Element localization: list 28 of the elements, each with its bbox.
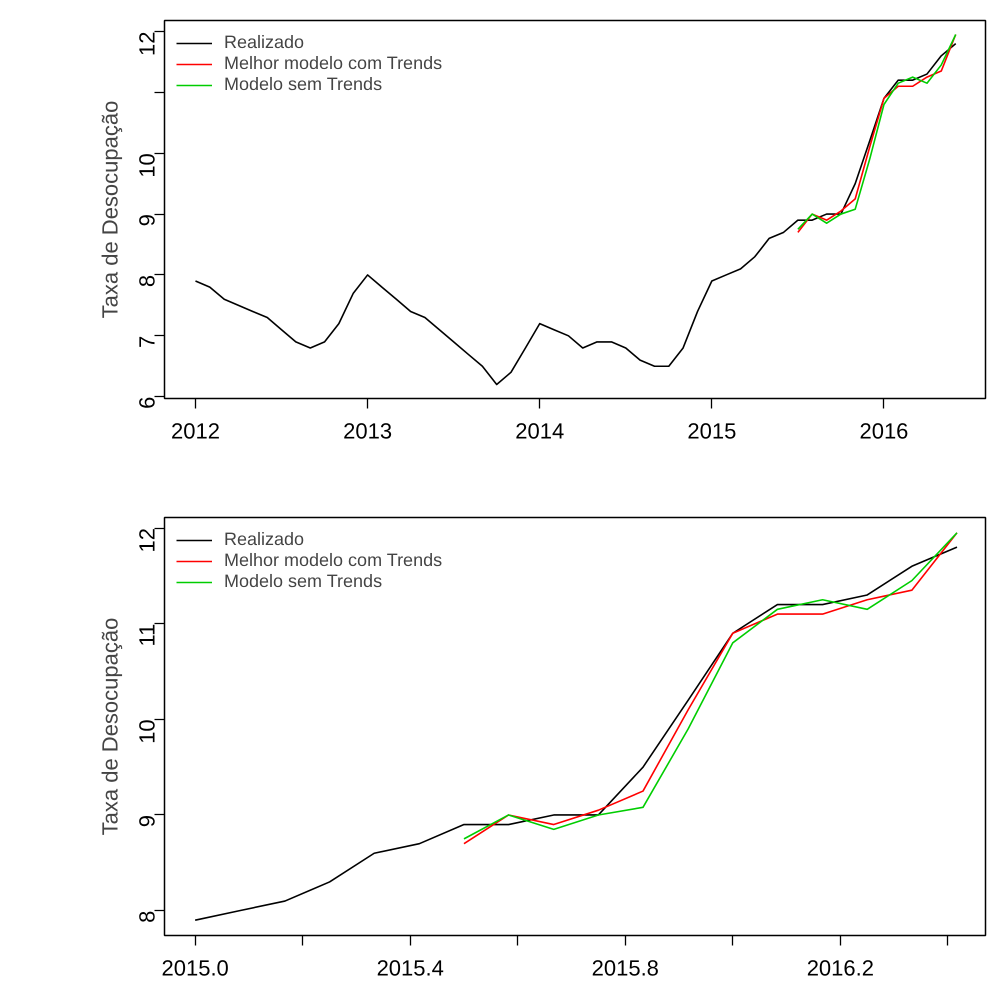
y-tick-label: 6 [134,396,160,409]
x-tick-label: 2016.2 [806,956,874,980]
x-tick-label: 2014 [515,418,564,444]
x-tick-label: 2015.0 [162,956,229,980]
x-tick-label: 2012 [171,418,220,444]
y-axis-title: Taxa de Desocupação [98,618,122,836]
x-tick-label: 2015.4 [376,956,444,980]
legend-label: Realizado [224,32,304,53]
legend-label: Modelo sem Trends [224,74,382,95]
legend-label: Realizado [224,529,304,550]
x-tick-label: 2013 [343,418,392,444]
y-tick-label: 8 [134,910,160,923]
y-tick-label: 12 [134,528,160,552]
legend-label: Modelo sem Trends [224,571,382,592]
x-tick-label: 2016 [859,418,908,444]
x-tick-label: 2015.8 [592,956,659,980]
legend-label: Melhor modelo com Trends [224,53,442,74]
y-tick-label: 9 [134,814,160,828]
y-tick-label: 7 [134,336,160,348]
y-tick-label: 10 [134,153,160,178]
y-tick-label: 12 [134,31,160,56]
y-tick-label: 8 [134,274,160,288]
x-tick-label: 2015 [687,418,736,444]
y-tick-label: 10 [134,719,160,744]
y-tick-label: 9 [134,214,160,226]
y-axis-title: Taxa de Desocupação [98,100,122,318]
legend-label: Melhor modelo com Trends [224,550,442,571]
y-tick-label: 11 [134,624,160,647]
